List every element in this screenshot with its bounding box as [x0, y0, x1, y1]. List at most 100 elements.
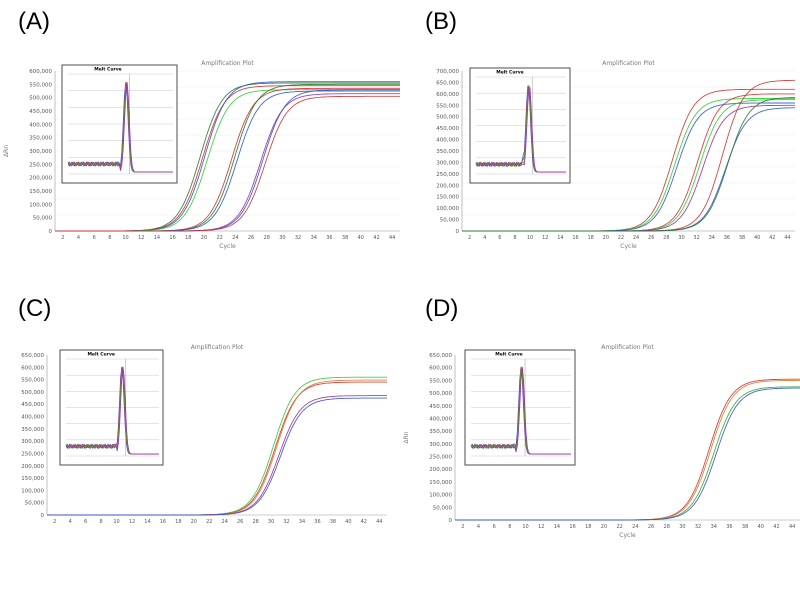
x-tick-label: 26 [237, 519, 243, 525]
y-tick-label: 500,000 [29, 96, 52, 102]
x-tick-label: 2 [61, 235, 64, 241]
x-tick-label: 40 [754, 235, 760, 241]
amplification-curve [55, 95, 400, 232]
x-tick-label: 44 [389, 235, 395, 241]
y-tick-label: 150,000 [21, 476, 44, 482]
x-tick-label: 28 [663, 235, 669, 241]
x-tick-label: 42 [773, 524, 779, 530]
x-tick-label: 44 [784, 235, 790, 241]
y-tick-label: 450,000 [21, 402, 44, 408]
x-tick-label: 40 [758, 524, 764, 530]
x-tick-label: 24 [232, 235, 238, 241]
y-tick-label: 250,000 [29, 162, 52, 168]
x-tick-label: 42 [769, 235, 775, 241]
x-tick-label: 22 [206, 519, 212, 525]
y-tick-label: 500,000 [436, 115, 459, 121]
inset-title: Melt Curve [94, 67, 122, 73]
y-axis-label: ΔRn [0, 429, 2, 441]
y-tick-label: 0 [449, 518, 453, 524]
melt-curve-inset: Melt Curve [59, 349, 164, 466]
y-tick-label: 100,000 [29, 202, 52, 208]
y-tick-label: 150,000 [429, 480, 452, 486]
x-tick-label: 14 [154, 235, 160, 241]
melt-curve-inset: Melt Curve [469, 67, 571, 184]
y-tick-label: 550,000 [21, 378, 44, 384]
x-tick-label: 10 [122, 235, 128, 241]
melt-curve [475, 86, 566, 173]
y-tick-label: 550,000 [29, 82, 52, 88]
y-tick-label: 200,000 [429, 467, 452, 473]
y-tick-label: 250,000 [21, 451, 44, 457]
amplification-curve [462, 97, 796, 232]
x-tick-label: 28 [664, 524, 670, 530]
x-tick-label: 12 [138, 235, 144, 241]
y-tick-label: 100,000 [21, 488, 44, 494]
y-tick-label: 500,000 [21, 390, 44, 396]
x-tick-label: 14 [557, 235, 563, 241]
amplification-chart: Amplification Plot 0 50,000 100,000 150,000 2… [3, 60, 400, 250]
x-tick-label: 40 [358, 235, 364, 241]
y-tick-label: 600,000 [29, 69, 52, 75]
x-tick-label: 40 [345, 519, 351, 525]
y-tick-label: 650,000 [21, 353, 44, 359]
x-tick-label: 8 [508, 524, 511, 530]
x-tick-label: 12 [542, 235, 548, 241]
plot-title: Amplification Plot [201, 60, 254, 67]
x-tick-label: 30 [279, 235, 285, 241]
y-tick-label: 250,000 [429, 455, 452, 461]
y-tick-label: 550,000 [429, 378, 452, 384]
amplification-curve [47, 397, 387, 516]
y-tick-label: 400,000 [436, 138, 459, 144]
y-tick-label: 250,000 [436, 172, 459, 178]
x-tick-label: 34 [299, 519, 305, 525]
x-tick-label: 6 [93, 235, 96, 241]
y-tick-label: 50,000 [25, 501, 45, 507]
y-tick-label: 350,000 [29, 136, 52, 142]
x-tick-label: 36 [726, 524, 732, 530]
y-tick-label: 350,000 [21, 427, 44, 433]
y-tick-label: 300,000 [21, 439, 44, 445]
x-tick-label: 10 [522, 524, 528, 530]
y-tick-label: 450,000 [429, 404, 452, 410]
x-tick-label: 18 [585, 524, 591, 530]
x-tick-label: 2 [468, 235, 471, 241]
x-tick-label: 36 [724, 235, 730, 241]
panel-label: (C) [18, 295, 52, 322]
x-tick-label: 24 [632, 524, 638, 530]
x-tick-label: 2 [53, 519, 56, 525]
melt-curve [67, 82, 173, 173]
x-tick-label: 14 [554, 524, 560, 530]
melt-curve [65, 366, 159, 455]
y-tick-label: 600,000 [21, 365, 44, 371]
x-tick-label: 28 [252, 519, 258, 525]
y-tick-label: 0 [49, 229, 53, 235]
y-tick-label: 0 [456, 229, 460, 235]
x-tick-label: 4 [483, 235, 486, 241]
x-tick-label: 18 [175, 519, 181, 525]
y-tick-label: 100,000 [429, 493, 452, 499]
x-tick-label: 38 [342, 235, 348, 241]
y-tick-label: 450,000 [436, 126, 459, 132]
x-tick-label: 30 [679, 524, 685, 530]
y-tick-label: 300,000 [29, 149, 52, 155]
x-tick-label: 34 [311, 235, 317, 241]
x-tick-label: 38 [739, 235, 745, 241]
x-tick-label: 20 [603, 235, 609, 241]
plot-title: Amplification Plot [602, 60, 655, 67]
y-tick-label: 0 [41, 513, 45, 519]
amplification-chart: Amplification Plot 0 50,000 100,000 150,000 2… [436, 60, 796, 250]
x-tick-label: 32 [693, 235, 699, 241]
x-tick-label: 20 [201, 235, 207, 241]
x-tick-label: 30 [678, 235, 684, 241]
y-tick-label: 500,000 [429, 391, 452, 397]
x-tick-label: 16 [169, 235, 175, 241]
x-tick-label: 22 [618, 235, 624, 241]
y-tick-label: 400,000 [429, 416, 452, 422]
x-tick-label: 20 [191, 519, 197, 525]
amplification-curve [455, 387, 800, 521]
y-tick-label: 100,000 [436, 206, 459, 212]
x-tick-label: 18 [587, 235, 593, 241]
y-tick-label: 50,000 [440, 218, 460, 224]
x-tick-label: 30 [268, 519, 274, 525]
x-tick-label: 26 [648, 524, 654, 530]
